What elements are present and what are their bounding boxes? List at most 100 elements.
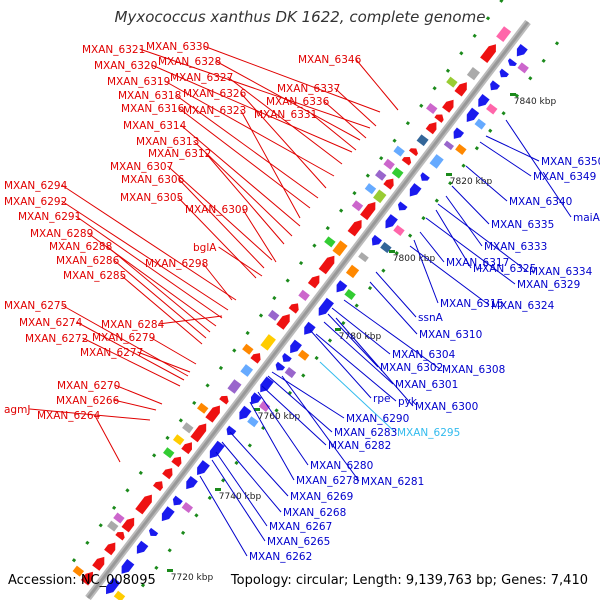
reverse-gene [385, 214, 398, 229]
leader-line [334, 87, 377, 127]
reverse-feature [517, 62, 529, 74]
forward-gene-label-text: MXAN_6305 [120, 192, 183, 204]
forward-feature [383, 158, 395, 170]
scale-tick-label: 7800 kbp [393, 254, 436, 264]
leader-line [331, 307, 391, 355]
forward-gene [318, 255, 335, 275]
scale-tick: 7760 kbp [254, 408, 300, 422]
reverse-gene [318, 297, 334, 316]
forward-feature [496, 26, 512, 42]
gc-marker [474, 146, 479, 151]
forward-feature [182, 422, 194, 434]
leader-line [114, 384, 163, 405]
forward-gene [80, 571, 93, 586]
reverse-gene [106, 577, 121, 595]
forward-gene [454, 82, 467, 97]
forward-gene-label: MXAN_6292 [4, 196, 229, 311]
leader-line [323, 100, 367, 139]
forward-gene [153, 481, 163, 492]
reverse-gene [282, 352, 292, 362]
reverse-gene [250, 392, 262, 405]
forward-feature [298, 289, 310, 301]
leader-line [137, 351, 191, 373]
leader-line [451, 185, 490, 225]
reverse-feature [486, 103, 498, 115]
reverse-gene-label: MXAN_6265 [211, 459, 330, 548]
forward-gene-label: MXAN_6312 [148, 148, 285, 245]
gc-marker [178, 418, 183, 423]
reverse-gene [466, 107, 480, 122]
forward-gene-label: agmJ [4, 404, 151, 421]
reverse-gene-label: MXAN_6300 [335, 317, 478, 413]
forward-gene [171, 456, 182, 468]
leader-line [355, 58, 399, 111]
forward-gene-label-text: MXAN_6327 [170, 72, 233, 84]
reverse-feature [455, 143, 467, 155]
forward-feature [426, 102, 438, 114]
forward-feature [163, 447, 175, 459]
reverse-gene-label-text: MXAN_6317 [446, 257, 509, 269]
reverse-gene-label-text: MXAN_6281 [361, 476, 424, 488]
gc-marker [180, 530, 186, 535]
forward-gene-label-text: MXAN_6328 [158, 56, 221, 68]
forward-gene [307, 275, 320, 289]
scale-tick-label: 7760 kbp [258, 412, 301, 422]
reverse-gene-label-text: MXAN_6265 [267, 536, 330, 548]
forward-gene [135, 494, 152, 515]
forward-gene [190, 423, 207, 443]
forward-gene-label: MXAN_6309 [185, 204, 277, 263]
leader-line [375, 271, 417, 318]
gc-marker [392, 138, 397, 143]
reverse-gene-label: MXAN_6295 [319, 361, 460, 439]
gc-marker [194, 513, 199, 518]
forward-gene [121, 517, 135, 533]
scale-tick-label: 7780 kbp [339, 332, 382, 342]
reverse-gene-label: MXAN_6290 [271, 371, 409, 425]
leader-line [94, 414, 121, 463]
forward-gene-label: MXAN_6285 [63, 270, 203, 345]
gc-marker [312, 243, 317, 248]
forward-gene [383, 178, 394, 190]
forward-gene-label-text: MXAN_6323 [183, 105, 246, 117]
leader-line [335, 317, 414, 407]
gc-marker [167, 548, 172, 553]
leader-line [261, 385, 327, 446]
reverse-gene-label: MXAN_6315 [413, 239, 503, 310]
reverse-gene [371, 234, 382, 246]
reverse-gene [209, 440, 225, 459]
scale-tick: 7740 kbp [215, 488, 261, 502]
leader-line [327, 313, 379, 368]
reverse-gene [186, 475, 198, 490]
gc-marker [461, 163, 466, 168]
forward-gene-label: MXAN_6277 [80, 347, 191, 373]
accession-text: Accession: NC_008095 [8, 573, 156, 588]
forward-gene-label-text: MXAN_6288 [49, 241, 112, 253]
gc-marker [541, 58, 546, 63]
gc-marker [379, 156, 384, 161]
reverse-gene-label: MXAN_6335 [451, 185, 554, 231]
reverse-gene [161, 506, 175, 522]
forward-gene-label-text: MXAN_6306 [121, 174, 185, 186]
forward-gene-label: MXAN_6294 [4, 180, 237, 301]
forward-gene-label-text: MXAN_6272 [25, 333, 88, 345]
gc-marker [154, 565, 159, 570]
forward-gene-label: MXAN_6264 [37, 410, 121, 463]
leader-line [113, 259, 207, 339]
gc-marker [98, 523, 103, 528]
reverse-feature [258, 400, 271, 412]
reverse-gene [226, 425, 237, 436]
gc-marker [192, 400, 197, 406]
forward-gene [162, 468, 173, 480]
reverse-gene-label-text: MXAN_6329 [517, 279, 580, 291]
scale-tick-label: 7720 kbp [171, 573, 214, 583]
gc-marker [152, 453, 157, 458]
forward-feature [324, 236, 336, 248]
forward-gene-label-text: MXAN_6266 [56, 395, 120, 407]
reverse-gene-label: MXAN_6324 [409, 245, 555, 312]
forward-feature [260, 334, 276, 351]
forward-feature [72, 565, 85, 577]
gc-marker [111, 505, 117, 510]
forward-gene-label: MXAN_6279 [92, 332, 197, 365]
